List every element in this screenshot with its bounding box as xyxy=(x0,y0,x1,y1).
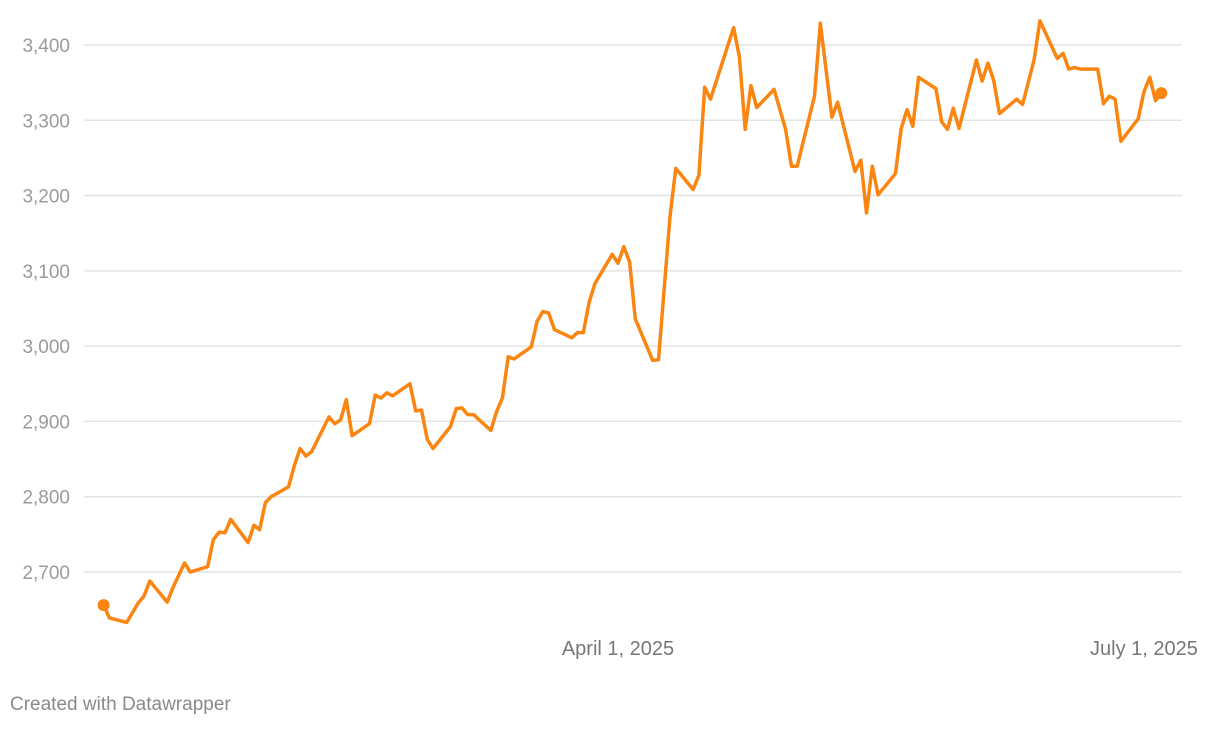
start-point-marker xyxy=(97,599,110,612)
y-tick-label: 3,000 xyxy=(22,337,70,358)
x-axis-labels: April 1, 2025 July 1, 2025 xyxy=(562,638,1198,660)
y-tick-label: 3,200 xyxy=(22,187,70,208)
y-tick-label: 2,700 xyxy=(22,563,70,584)
x-tick-label: July 1, 2025 xyxy=(1090,638,1198,660)
x-tick-label: April 1, 2025 xyxy=(562,638,674,660)
end-point-marker xyxy=(1155,87,1168,100)
y-axis-labels: 2,700 2,800 2,900 3,000 3,100 3,200 3,300 3,400 xyxy=(22,36,70,584)
series-line xyxy=(102,19,1163,625)
footer-credit: Created with Datawrapper xyxy=(10,694,231,715)
y-tick-label: 2,900 xyxy=(22,412,70,433)
gridlines xyxy=(84,44,1182,573)
series-layer xyxy=(97,19,1168,625)
y-tick-label: 3,100 xyxy=(22,262,70,283)
y-tick-label: 3,400 xyxy=(22,36,70,57)
y-tick-label: 3,300 xyxy=(22,111,70,132)
y-tick-label: 2,800 xyxy=(22,488,70,509)
